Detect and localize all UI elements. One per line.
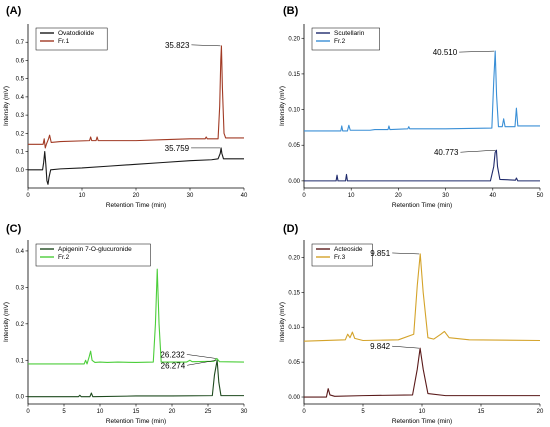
x-tick-label: 30 bbox=[241, 409, 248, 415]
legend-label: Acteoside bbox=[334, 246, 363, 253]
legend-label: Ovatodiolide bbox=[58, 30, 95, 37]
series-line-1 bbox=[304, 149, 540, 182]
legend-box bbox=[35, 243, 151, 267]
y-tick-label: 0.20 bbox=[288, 36, 300, 42]
peak-annotation: 26.232 bbox=[160, 350, 185, 359]
x-tick-label: 10 bbox=[79, 193, 86, 199]
annotation-leader bbox=[459, 50, 495, 53]
annotation-leader bbox=[392, 345, 420, 349]
legend-label: Fr.2 bbox=[334, 38, 346, 45]
legend-label: Apigenin 7-O-glucuronide bbox=[58, 246, 132, 253]
y-tick-label: 0.05 bbox=[288, 360, 300, 366]
y-tick-label: 0.4 bbox=[16, 249, 25, 255]
legend-label: Fr.1 bbox=[58, 38, 70, 45]
chart-panel-4: (D) 0 5 10 15 20 0.00 0.05 0.10 0.15 0.20 Retention… bbox=[279, 223, 544, 425]
x-tick-label: 5 bbox=[361, 409, 365, 415]
annotation-leader bbox=[392, 252, 420, 255]
y-tick-label: 0.3 bbox=[16, 113, 25, 119]
series-line-1 bbox=[28, 359, 244, 398]
peak-annotation: 35.759 bbox=[165, 144, 190, 153]
x-axis-title: Retention Time (min) bbox=[106, 418, 166, 425]
x-tick-label: 20 bbox=[537, 409, 544, 415]
x-tick-label: 20 bbox=[395, 193, 402, 199]
y-tick-label: 0.00 bbox=[288, 179, 300, 185]
series-line-2 bbox=[28, 45, 244, 149]
y-axis-title: Intensity (mV) bbox=[3, 86, 10, 126]
y-tick-label: 0.05 bbox=[288, 143, 300, 149]
x-tick-label: 10 bbox=[348, 193, 355, 199]
series-line-2 bbox=[304, 50, 540, 132]
y-tick-label: 0.7 bbox=[16, 40, 25, 46]
x-tick-label: 10 bbox=[419, 409, 426, 415]
panel-label: (D) bbox=[283, 223, 299, 235]
y-axis-title: Intensity (mV) bbox=[3, 302, 10, 342]
y-tick-label: 0.2 bbox=[16, 322, 25, 328]
peak-annotation: 40.773 bbox=[434, 148, 459, 157]
x-tick-label: 5 bbox=[62, 409, 66, 415]
series-line-2 bbox=[28, 268, 245, 365]
panel-label: (C) bbox=[6, 223, 22, 235]
y-tick-label: 0.2 bbox=[16, 131, 25, 137]
legend-label: Scutellarin bbox=[334, 30, 365, 37]
series-line-1 bbox=[304, 347, 540, 398]
chart-panel-1: (A) 0 10 20 30 40 0.0 0.1 0.2 0.3 0.4 0.5 0.6 0.7 Rete… bbox=[3, 5, 248, 209]
legend-label: Fr.2 bbox=[58, 254, 70, 261]
y-tick-label: 0.15 bbox=[288, 290, 300, 296]
y-tick-label: 0.1 bbox=[16, 358, 25, 364]
y-axis-title: Intensity (mV) bbox=[279, 86, 286, 126]
x-tick-label: 40 bbox=[241, 193, 248, 199]
series-line-2 bbox=[303, 253, 541, 342]
x-tick-label: 0 bbox=[26, 193, 30, 199]
x-tick-label: 20 bbox=[133, 193, 140, 199]
y-tick-label: 0.0 bbox=[16, 168, 25, 174]
y-tick-label: 0.20 bbox=[288, 255, 300, 261]
peak-annotation: 26.274 bbox=[161, 361, 186, 370]
x-tick-label: 15 bbox=[133, 409, 140, 415]
chart-panel-3: (C) 0 5 10 15 20 25 30 0.0 0.1 0.2 0.3 0.4 Retention … bbox=[3, 223, 248, 425]
panel-label: (B) bbox=[283, 5, 299, 17]
peak-annotation: 35.823 bbox=[165, 41, 190, 50]
x-tick-label: 20 bbox=[169, 409, 176, 415]
x-tick-label: 0 bbox=[302, 193, 306, 199]
y-tick-label: 0.4 bbox=[16, 95, 25, 101]
x-axis-title: Retention Time (min) bbox=[106, 202, 166, 209]
peak-annotation: 9.851 bbox=[370, 249, 391, 258]
panel-label: (A) bbox=[6, 5, 22, 17]
x-tick-label: 0 bbox=[26, 409, 30, 415]
peak-annotation: 9.842 bbox=[370, 342, 391, 351]
y-axis-title: Intensity (mV) bbox=[279, 302, 286, 342]
x-tick-label: 30 bbox=[187, 193, 194, 199]
y-tick-label: 0.15 bbox=[288, 72, 300, 78]
x-axis-title: Retention Time (min) bbox=[392, 202, 452, 209]
peak-annotation: 40.510 bbox=[433, 48, 458, 57]
y-tick-label: 0.10 bbox=[288, 108, 300, 114]
annotation-leader bbox=[187, 360, 217, 366]
y-tick-label: 0.0 bbox=[16, 395, 25, 401]
x-tick-label: 30 bbox=[442, 193, 449, 199]
x-axis-title: Retention Time (min) bbox=[392, 418, 452, 425]
annotation-leader bbox=[186, 354, 216, 359]
x-tick-label: 50 bbox=[537, 193, 544, 199]
x-tick-label: 10 bbox=[97, 409, 104, 415]
y-tick-label: 0.1 bbox=[16, 150, 25, 156]
x-tick-label: 0 bbox=[302, 409, 306, 415]
y-tick-label: 0.5 bbox=[16, 77, 25, 83]
series-line-1 bbox=[28, 147, 244, 185]
chart-panel-2: (B) 0 10 20 30 40 50 0.00 0.05 0.10 0.15 0.20 Retent… bbox=[279, 5, 544, 209]
y-tick-label: 0.00 bbox=[288, 395, 300, 401]
annotation-leader bbox=[460, 149, 496, 153]
legend-label: Fr.3 bbox=[334, 254, 346, 261]
x-tick-label: 40 bbox=[489, 193, 496, 199]
y-tick-label: 0.10 bbox=[288, 325, 300, 331]
y-tick-label: 0.3 bbox=[16, 285, 25, 291]
y-tick-label: 0.6 bbox=[16, 58, 25, 64]
x-tick-label: 25 bbox=[205, 409, 212, 415]
x-tick-label: 15 bbox=[478, 409, 485, 415]
annotation-leader bbox=[191, 44, 221, 47]
